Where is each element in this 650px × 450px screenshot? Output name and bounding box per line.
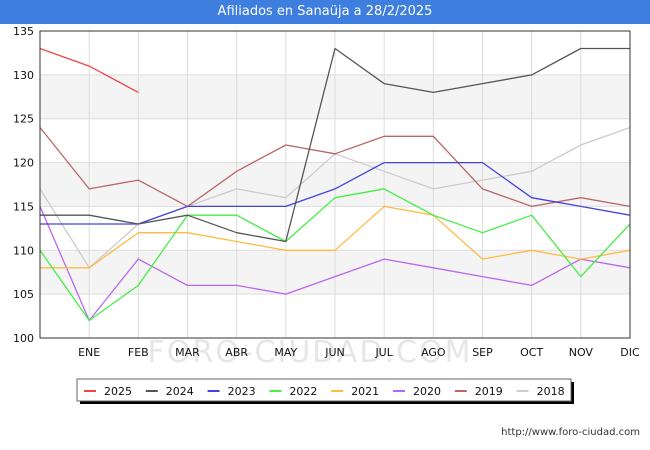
y-tick-label: 115 (13, 200, 34, 213)
y-tick-label: 100 (13, 332, 34, 345)
series-line-2024 (40, 47, 630, 243)
legend-label-2022: 2022 (289, 385, 317, 398)
y-tick-label: 120 (13, 157, 34, 170)
watermark-text: FORO-CIUDAD.COM (148, 335, 473, 370)
y-tick-label: 125 (13, 113, 34, 126)
legend-label-2024: 2024 (166, 385, 194, 398)
plot-border (39, 30, 631, 339)
series-line-2019 (39, 127, 631, 208)
legend-label-2021: 2021 (351, 385, 379, 398)
legend-label-2025: 2025 (104, 385, 132, 398)
y-axis-ticks: 100 105 110 115 120 125 130 135 (13, 25, 34, 345)
x-tick-label: FEB (128, 346, 149, 359)
footer-url: http://www.foro-ciudad.com (501, 427, 640, 438)
series-lines (39, 47, 631, 322)
legend-label-2018: 2018 (537, 385, 565, 398)
y-tick-label: 130 (13, 69, 34, 82)
legend-label-2020: 2020 (413, 385, 441, 398)
x-tick-label: JUL (374, 346, 393, 359)
x-tick-label: ENE (78, 346, 100, 359)
x-tick-label: NOV (569, 346, 594, 359)
x-tick-label: DIC (620, 346, 640, 359)
x-tick-label: JUN (324, 346, 345, 359)
x-tick-label: MAR (175, 346, 200, 359)
series-line-2021 (40, 205, 631, 269)
legend-label-2023: 2023 (228, 385, 256, 398)
plot-frame (39, 30, 631, 339)
x-tick-label: SEP (472, 346, 493, 359)
x-tick-label: MAY (274, 346, 297, 359)
x-tick-label: OCT (520, 346, 543, 359)
chart-title: Afiliados en Sanaüja a 28/2/2025 (0, 0, 650, 24)
x-tick-label: ABR (225, 346, 248, 359)
x-tick-label: AGO (421, 346, 446, 359)
y-tick-label: 135 (13, 25, 34, 38)
series-line-2022 (39, 188, 631, 322)
y-tick-label: 110 (13, 244, 34, 257)
x-axis-ticks: ENE FEB MAR ABR MAY JUN JUL AGO SEP OCT NOV DIC (78, 346, 640, 359)
y-tick-label: 105 (13, 288, 34, 301)
series-line-2020 (39, 206, 631, 322)
series-line-2025 (39, 47, 139, 93)
legend-box (76, 378, 572, 402)
legend-label-2019: 2019 (475, 385, 503, 398)
legend: 2025 2024 2023 2022 2021 2020 2019 2018 (76, 378, 574, 404)
watermark-layer: FORO-CIUDAD.COM (148, 335, 473, 370)
